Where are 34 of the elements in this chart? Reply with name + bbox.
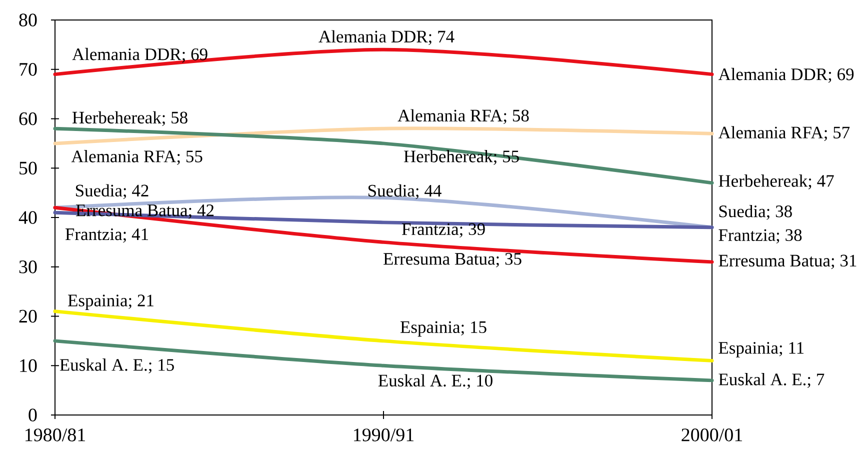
data-label: Euskal A. E.; 7 bbox=[718, 373, 824, 388]
data-label: Erresuma Batua; 35 bbox=[384, 253, 522, 268]
data-label: Suedia; 42 bbox=[76, 184, 148, 200]
x-tick-label: 1980/81 bbox=[26, 428, 85, 442]
data-label: Espainia; 15 bbox=[400, 321, 486, 337]
y-tick-label: 0 bbox=[28, 408, 37, 422]
data-label: Frantzia; 39 bbox=[402, 223, 485, 238]
data-label: Euskal A. E.; 10 bbox=[378, 374, 492, 390]
y-tick-label: 20 bbox=[19, 310, 37, 323]
y-tick-label: 80 bbox=[19, 14, 37, 26]
data-label: Alemania RFA; 55 bbox=[71, 150, 202, 165]
data-label: Alemania RFA; 58 bbox=[398, 109, 529, 124]
data-label: Suedia; 44 bbox=[368, 184, 442, 200]
data-label: Alemania DDR; 69 bbox=[72, 48, 208, 63]
data-label: Alemania RFA; 57 bbox=[718, 126, 850, 141]
data-label: Suedia; 38 bbox=[719, 204, 792, 220]
y-tick-label: 40 bbox=[18, 211, 37, 224]
data-label: Alemania DDR; 74 bbox=[318, 30, 454, 46]
data-label: Euskal A. E.; 15 bbox=[60, 358, 174, 374]
data-label: Espainia; 21 bbox=[68, 294, 154, 310]
data-label: Frantzia; 41 bbox=[65, 228, 148, 243]
data-label: Alemania DDR; 69 bbox=[718, 68, 854, 83]
y-tick-label: 50 bbox=[20, 162, 37, 175]
x-tick-label: 2000/01 bbox=[682, 428, 742, 442]
data-label: Espainia; 11 bbox=[718, 342, 804, 358]
y-tick-label: 10 bbox=[20, 359, 37, 372]
data-label: Erresuma Batua; 31 bbox=[718, 254, 856, 270]
data-label: Herbehereak; 47 bbox=[718, 174, 834, 190]
y-tick-label: 30 bbox=[19, 260, 37, 274]
data-label: Herbehereak; 58 bbox=[72, 111, 188, 126]
y-tick-label: 70 bbox=[20, 62, 37, 76]
x-tick-label: 1990/91 bbox=[354, 428, 414, 442]
y-tick-label: 60 bbox=[19, 112, 37, 126]
data-label: Frantzia; 38 bbox=[718, 229, 802, 244]
